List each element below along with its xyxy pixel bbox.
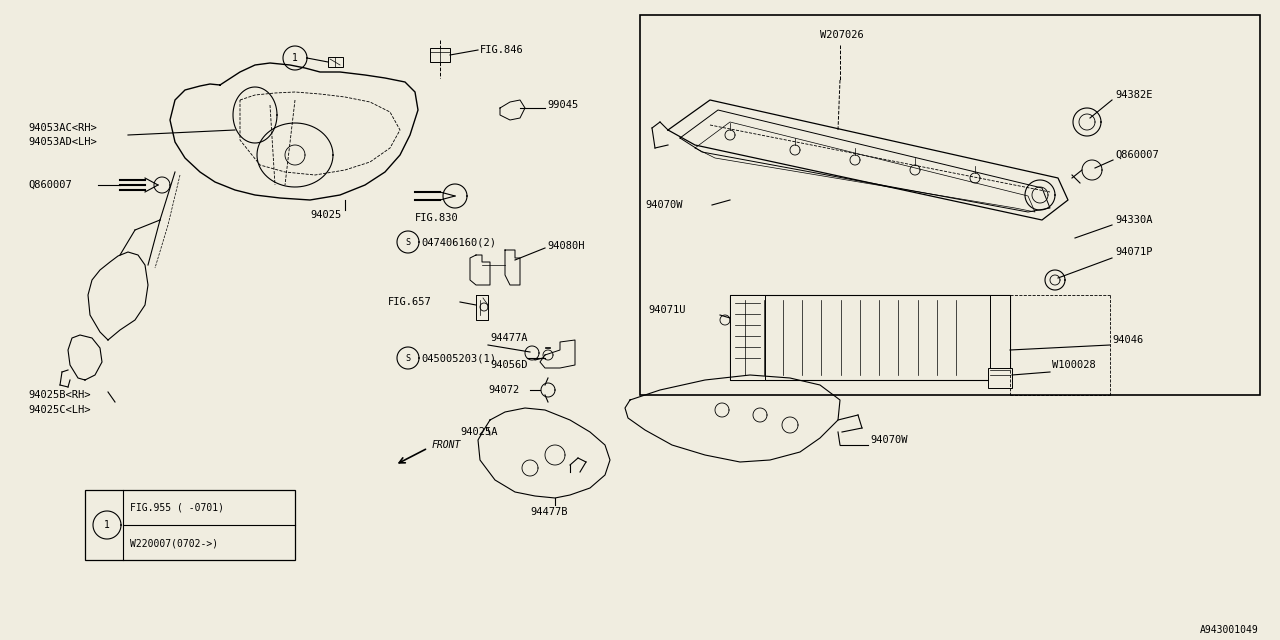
Text: W220007(0702->): W220007(0702->) [131,538,218,548]
Text: FIG.830: FIG.830 [415,213,458,223]
Text: 94025B<RH>: 94025B<RH> [28,390,91,400]
Text: 94070W: 94070W [645,200,682,210]
Text: 1: 1 [292,53,298,63]
Text: 99045: 99045 [547,100,579,110]
Text: 94071P: 94071P [1115,247,1152,257]
Text: 94025: 94025 [310,210,342,220]
Bar [989,295,1010,380]
Text: 94080H: 94080H [547,241,585,251]
Bar [640,15,1260,395]
Text: 94025C<LH>: 94025C<LH> [28,405,91,415]
Bar [988,368,1012,388]
Text: 94382E: 94382E [1115,90,1152,100]
Text: S: S [406,237,411,246]
Text: 045005203(1): 045005203(1) [421,353,497,363]
Bar [730,295,765,380]
Text: S: S [406,353,411,362]
Text: W207026: W207026 [820,30,864,40]
Text: 94072: 94072 [488,385,520,395]
Text: 94056D: 94056D [490,360,527,370]
Text: W100028: W100028 [1052,360,1096,370]
Text: Q860007: Q860007 [28,180,72,190]
Text: 047406160(2): 047406160(2) [421,237,497,247]
Bar [430,48,451,62]
Text: 94330A: 94330A [1115,215,1152,225]
Bar [730,295,1010,380]
Text: 94053AC<RH>: 94053AC<RH> [28,123,97,133]
Text: 94477A: 94477A [490,333,527,343]
Text: FRONT: FRONT [433,440,461,450]
Text: 94025A: 94025A [460,427,498,437]
Text: 94071U: 94071U [648,305,686,315]
Bar [84,490,294,560]
Text: 94053AD<LH>: 94053AD<LH> [28,137,97,147]
Text: FIG.955 ( -0701): FIG.955 ( -0701) [131,503,224,513]
Text: 94477B: 94477B [530,507,567,517]
Bar [328,57,343,67]
Text: FIG.846: FIG.846 [480,45,524,55]
Text: Q860007: Q860007 [1115,150,1158,160]
Text: A943001049: A943001049 [1201,625,1258,635]
Text: FIG.657: FIG.657 [388,297,431,307]
Text: 94070W: 94070W [870,435,908,445]
Text: 1: 1 [104,520,110,530]
Text: 94046: 94046 [1112,335,1143,345]
Polygon shape [93,511,122,539]
